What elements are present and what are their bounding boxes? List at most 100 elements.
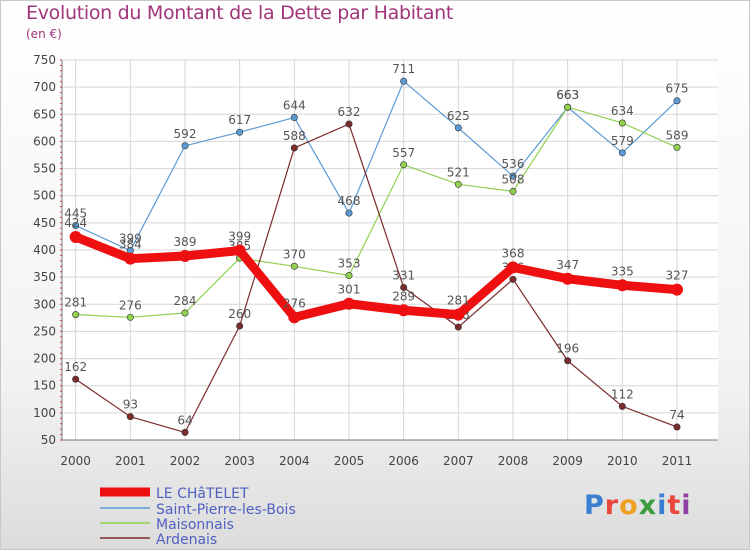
data-label: 536 <box>502 157 525 171</box>
y-tick-label: 650 <box>33 107 56 121</box>
data-label: 521 <box>447 165 470 179</box>
data-point <box>181 142 189 150</box>
data-point <box>618 149 626 157</box>
series-line <box>75 106 678 318</box>
data-label: 64 <box>177 413 192 427</box>
y-tick-label: 700 <box>33 80 56 94</box>
data-point <box>124 252 137 265</box>
data-point <box>673 423 681 431</box>
data-label: 579 <box>611 134 634 148</box>
data-point <box>72 375 80 383</box>
data-point <box>236 322 244 330</box>
x-tick-label: 2003 <box>224 454 255 468</box>
data-label: 74 <box>669 408 684 422</box>
data-label: 663 <box>556 88 579 102</box>
data-label: 353 <box>338 257 361 271</box>
y-tick-label: 200 <box>33 352 56 366</box>
y-tick-label: 350 <box>33 270 56 284</box>
data-point <box>507 261 519 274</box>
data-label: 632 <box>338 105 361 119</box>
y-tick-label: 500 <box>33 189 56 203</box>
data-label: 112 <box>611 387 634 401</box>
y-tick-label: 400 <box>33 243 56 257</box>
data-label: 592 <box>174 127 197 141</box>
data-label: 347 <box>556 258 579 272</box>
y-tick-label: 150 <box>33 379 56 393</box>
data-point <box>673 143 681 151</box>
legend-label: Saint-Pierre-les-Bois <box>156 502 296 518</box>
data-label: 93 <box>123 398 138 412</box>
legend-label: Maisonnais <box>156 517 234 533</box>
x-tick-label: 2011 <box>662 454 693 468</box>
data-label: 368 <box>502 246 525 260</box>
x-tick-label: 2001 <box>115 454 146 468</box>
y-tick-label: 550 <box>33 162 56 176</box>
x-tick-label: 2002 <box>170 454 201 468</box>
data-point <box>509 172 517 180</box>
data-label: 557 <box>392 146 415 160</box>
chart-subtitle: (en €) <box>26 27 62 41</box>
data-point <box>345 272 353 280</box>
data-point <box>618 119 626 127</box>
data-label: 331 <box>392 268 415 282</box>
y-tick-label: 100 <box>33 406 56 420</box>
data-point <box>345 120 353 128</box>
series-line <box>71 232 682 322</box>
y-tick-label: 300 <box>33 297 56 311</box>
x-tick-label: 2000 <box>60 454 91 468</box>
data-point <box>179 249 191 262</box>
data-label: 301 <box>338 283 361 297</box>
data-label: 281 <box>447 294 470 308</box>
data-point <box>233 244 246 257</box>
data-label: 196 <box>556 342 579 356</box>
y-tick-label: 750 <box>33 53 56 67</box>
data-point <box>288 311 301 324</box>
data-label: 260 <box>228 307 251 321</box>
x-tick-label: 2010 <box>607 454 638 468</box>
x-tick-label: 2005 <box>334 454 365 468</box>
data-label: 424 <box>64 216 87 230</box>
series-line <box>75 123 678 433</box>
y-tick-label: 600 <box>33 134 56 148</box>
data-label: 327 <box>666 269 689 283</box>
data-point <box>72 222 80 230</box>
data-label: 675 <box>666 82 689 96</box>
data-point <box>126 413 134 421</box>
data-point <box>509 187 517 195</box>
data-point <box>397 304 410 317</box>
data-point <box>564 103 572 111</box>
chart-title: Evolution du Montant de la Dette par Hab… <box>26 2 454 24</box>
data-label: 281 <box>64 296 87 310</box>
data-point <box>618 402 626 410</box>
data-label: 399 <box>119 232 142 246</box>
data-point <box>69 230 82 243</box>
x-tick-label: 2007 <box>443 454 474 468</box>
data-point <box>454 180 462 188</box>
data-point <box>400 77 408 85</box>
data-label: 634 <box>611 104 634 118</box>
data-label: 711 <box>392 62 415 76</box>
series-line <box>75 80 678 252</box>
data-label: 589 <box>666 128 689 142</box>
data-point <box>673 97 681 105</box>
data-label: 335 <box>611 264 634 278</box>
data-point <box>72 311 80 319</box>
data-point <box>236 128 244 136</box>
x-tick-label: 2008 <box>498 454 529 468</box>
data-point <box>290 144 298 152</box>
data-point <box>181 309 189 317</box>
data-label: 625 <box>447 109 470 123</box>
x-tick-label: 2006 <box>388 454 419 468</box>
data-point <box>126 313 134 321</box>
y-tick-label: 250 <box>33 324 56 338</box>
data-label: 617 <box>228 113 251 127</box>
data-point <box>616 279 629 292</box>
data-label: 389 <box>174 235 197 249</box>
data-label: 289 <box>392 289 415 303</box>
data-point <box>290 262 298 270</box>
data-label: 384 <box>119 238 142 252</box>
data-point <box>452 308 465 321</box>
data-point <box>454 124 462 132</box>
data-label: 162 <box>64 360 87 374</box>
